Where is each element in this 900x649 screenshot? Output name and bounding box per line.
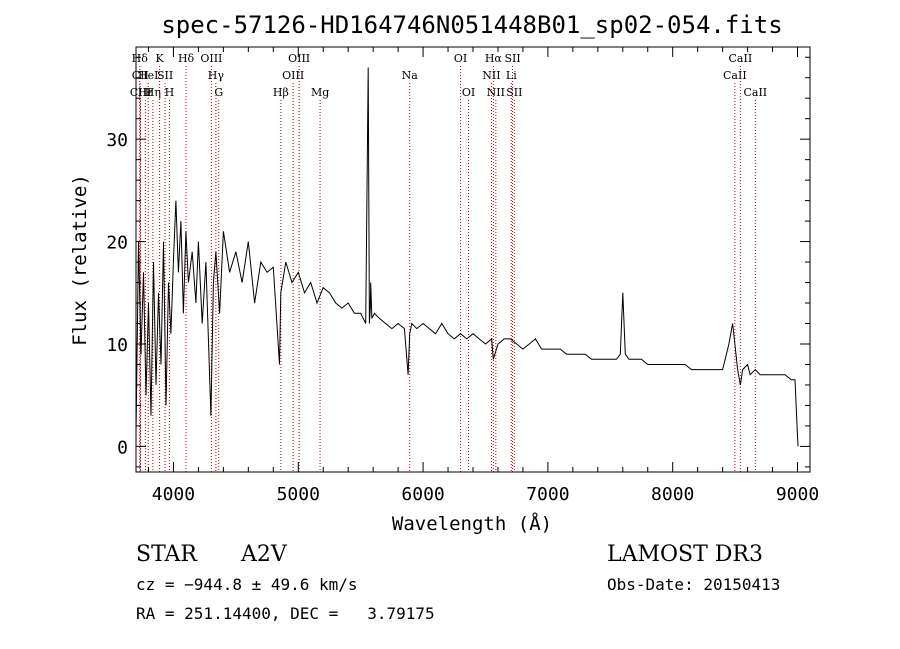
line-label: OIII bbox=[288, 52, 310, 65]
x-axis: 4000 5000 6000 7000 8000 9000 bbox=[147, 47, 819, 505]
y-tick-label: 10 bbox=[106, 335, 128, 356]
line-label: NII bbox=[482, 69, 500, 82]
x-tick-label: 4000 bbox=[152, 484, 195, 505]
line-label: HeI bbox=[138, 69, 158, 82]
y-axis-label: Flux (relative) bbox=[69, 174, 91, 346]
chart-title: spec-57126-HD164746N051448B01_sp02-054.f… bbox=[161, 11, 782, 39]
line-label: Hγ bbox=[208, 69, 225, 82]
line-label: Hδ bbox=[132, 52, 149, 65]
x-axis-label: Wavelength (Å) bbox=[392, 512, 552, 535]
line-label: Li bbox=[506, 69, 517, 82]
redshift-text: cz = −944.8 ± 49.6 km/s bbox=[136, 575, 358, 594]
line-label: OI bbox=[454, 52, 467, 65]
emission-line-markers bbox=[139, 66, 756, 472]
line-label: OI bbox=[462, 86, 475, 99]
line-label: SII bbox=[506, 86, 522, 99]
coordinates: RA = 251.14400, DEC = 3.79175 bbox=[136, 604, 435, 623]
spectral-subclass: A2V bbox=[240, 542, 288, 567]
x-tick-label: 6000 bbox=[401, 484, 444, 505]
y-axis: 0 10 20 30 bbox=[106, 56, 810, 468]
line-label: K bbox=[155, 52, 164, 65]
line-label: SII bbox=[504, 52, 520, 65]
line-label: Hα bbox=[485, 52, 503, 65]
line-label: Hε bbox=[138, 86, 154, 99]
line-label: Hδ bbox=[178, 52, 195, 65]
line-label: G bbox=[214, 86, 223, 99]
line-label: OIII bbox=[200, 52, 222, 65]
line-label: CaII bbox=[723, 69, 747, 82]
line-label: Hη bbox=[145, 86, 161, 99]
y-tick-label: 20 bbox=[106, 233, 128, 254]
line-label: CaII bbox=[729, 52, 753, 65]
obs-date: Obs-Date: 20150413 bbox=[607, 575, 780, 594]
x-tick-label: 7000 bbox=[526, 484, 569, 505]
line-label: Na bbox=[402, 69, 419, 82]
line-label: CIII bbox=[130, 86, 151, 99]
line-label: CaII bbox=[743, 86, 767, 99]
line-label: NII bbox=[487, 86, 505, 99]
x-tick-label: 9000 bbox=[776, 484, 819, 505]
y-tick-label: 0 bbox=[117, 437, 128, 458]
line-label: H bbox=[165, 86, 175, 99]
spectrum-line bbox=[135, 67, 799, 447]
line-label: SII bbox=[157, 69, 173, 82]
line-label: Mg bbox=[311, 86, 329, 99]
x-tick-label: 5000 bbox=[277, 484, 320, 505]
x-tick-label: 8000 bbox=[651, 484, 694, 505]
object-type: STAR bbox=[136, 542, 198, 567]
y-tick-label: 30 bbox=[106, 130, 128, 151]
survey-name: LAMOST DR3 bbox=[607, 542, 763, 567]
line-label: Hβ bbox=[273, 86, 289, 99]
line-label: OIII bbox=[282, 69, 304, 82]
